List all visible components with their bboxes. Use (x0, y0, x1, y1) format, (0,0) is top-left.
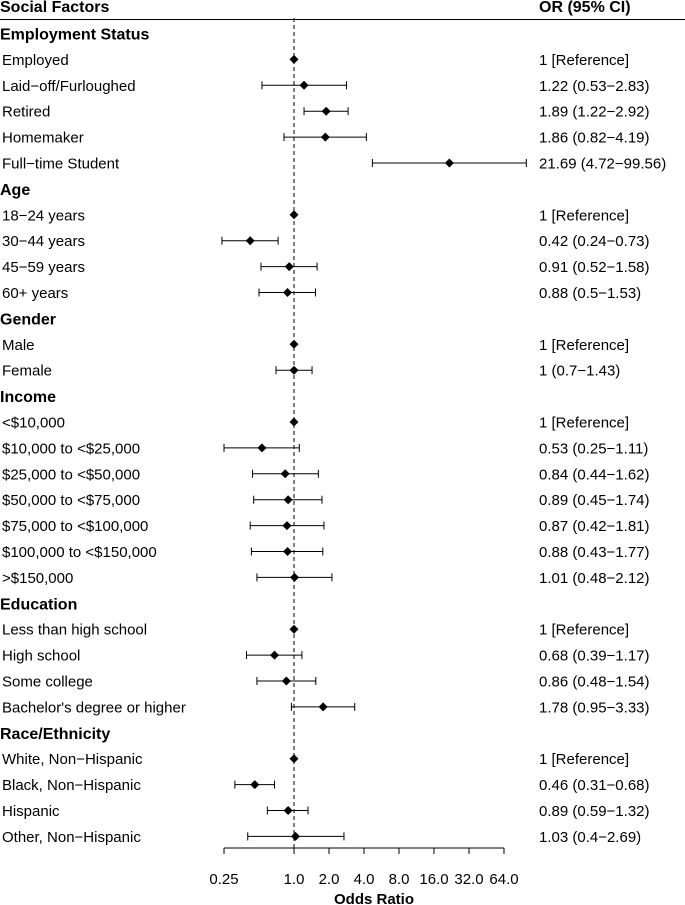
x-tick-label: 8.0 (389, 871, 410, 888)
row-label: 45−59 years (2, 259, 85, 276)
row-label: $75,000 to <$100,000 (2, 518, 148, 535)
point-estimate (282, 521, 292, 531)
point-estimate (299, 80, 309, 90)
or-estimate-text: 1 [Reference] (539, 415, 629, 432)
row-label: $10,000 to <$25,000 (2, 440, 140, 457)
or-estimate-text: 1.22 (0.53−2.83) (539, 78, 650, 95)
or-estimate-text: 0.68 (0.39−1.17) (539, 648, 650, 665)
x-tick-label: 0.25 (209, 871, 238, 888)
row-label: 30−44 years (2, 233, 85, 250)
group-header: Race/Ethnicity (0, 726, 110, 743)
row-label: Black, Non−Hispanic (2, 777, 141, 794)
point-estimate (283, 288, 293, 297)
row-label: Less than high school (2, 622, 147, 639)
point-estimate (320, 132, 330, 142)
or-estimate-text: 1.03 (0.4−2.69) (539, 829, 641, 846)
row-label: Laid−off/Furloughed (2, 78, 136, 95)
x-tick-label: 32.0 (454, 871, 483, 888)
point-estimate (289, 365, 299, 375)
or-estimate-text: 0.88 (0.43−1.77) (539, 544, 650, 561)
or-estimate-text: 1.89 (1.22−2.92) (539, 104, 650, 121)
or-estimate-text: 0.91 (0.52−1.58) (539, 259, 650, 276)
row-label: Other, Non−Hispanic (2, 829, 141, 846)
x-tick-label: 4.0 (354, 871, 375, 888)
point-estimate (289, 417, 299, 427)
row-label: Male (2, 337, 35, 354)
point-estimate (283, 806, 293, 815)
group-header: Gender (0, 311, 56, 328)
group-header: Age (0, 182, 30, 199)
or-estimate-text: 21.69 (4.72−99.56) (539, 156, 666, 173)
row-label: White, Non−Hispanic (2, 751, 143, 768)
group-header: Employment Status (0, 27, 149, 44)
or-column-header: OR (95% CI) (539, 0, 631, 16)
factor-column-header: Social Factors (0, 0, 109, 16)
group-header: Education (0, 596, 77, 613)
point-estimate (284, 262, 294, 272)
row-label: Employed (2, 52, 69, 69)
x-tick-label: 64.0 (489, 871, 518, 888)
point-estimate (289, 210, 299, 220)
or-estimate-text: 0.87 (0.42−1.81) (539, 518, 650, 535)
x-tick-label: 16.0 (419, 871, 448, 888)
row-label: Hispanic (2, 803, 60, 820)
row-label: $100,000 to <$150,000 (2, 544, 157, 561)
point-estimate (283, 547, 293, 556)
row-label: Bachelor's degree or higher (2, 699, 186, 716)
point-estimate (321, 106, 331, 116)
point-estimate (289, 54, 299, 64)
or-estimate-text: 0.88 (0.5−1.53) (539, 285, 641, 302)
or-estimate-text: 0.84 (0.44−1.62) (539, 466, 650, 483)
point-estimate (281, 676, 291, 686)
point-estimate (280, 469, 290, 479)
row-label: Homemaker (2, 130, 84, 147)
or-estimate-text: 0.89 (0.45−1.74) (539, 492, 650, 509)
point-estimate (290, 572, 300, 582)
or-estimate-text: 1.78 (0.95−3.33) (539, 699, 650, 716)
x-tick-label: 1.0 (284, 871, 305, 888)
row-label: 18−24 years (2, 207, 85, 224)
or-estimate-text: 1 [Reference] (539, 751, 629, 768)
point-estimate (270, 650, 280, 660)
x-axis-label: Odds Ratio (334, 891, 414, 905)
or-estimate-text: 1.86 (0.82−4.19) (539, 130, 650, 147)
row-label: $25,000 to <$50,000 (2, 466, 140, 483)
row-label: <$10,000 (2, 415, 65, 432)
point-estimate (289, 624, 299, 634)
or-estimate-text: 1 [Reference] (539, 207, 629, 224)
row-label: Full−time Student (2, 156, 120, 173)
or-estimate-text: 1 [Reference] (539, 622, 629, 639)
x-tick-label: 2.0 (319, 871, 340, 888)
group-header: Income (0, 389, 56, 406)
point-estimate (290, 831, 300, 841)
point-estimate (289, 339, 299, 349)
row-label: 60+ years (2, 285, 68, 302)
row-label: Retired (2, 104, 50, 121)
point-estimate (444, 158, 454, 168)
or-estimate-text: 0.53 (0.25−1.11) (539, 440, 648, 457)
or-estimate-text: 0.42 (0.24−0.73) (539, 233, 650, 250)
row-label: Female (2, 363, 52, 380)
or-estimate-text: 1 [Reference] (539, 52, 629, 69)
point-estimate (250, 780, 260, 790)
row-label: High school (2, 648, 80, 665)
or-estimate-text: 0.46 (0.31−0.68) (539, 777, 650, 794)
row-label: Some college (2, 674, 93, 691)
or-estimate-text: 1 (0.7−1.43) (539, 363, 620, 380)
or-estimate-text: 0.89 (0.59−1.32) (539, 803, 650, 820)
row-label: $50,000 to <$75,000 (2, 492, 140, 509)
or-estimate-text: 1 [Reference] (539, 337, 629, 354)
or-estimate-text: 0.86 (0.48−1.54) (539, 674, 650, 691)
row-label: >$150,000 (2, 570, 73, 587)
point-estimate (318, 702, 328, 712)
point-estimate (289, 754, 299, 764)
or-estimate-text: 1.01 (0.48−2.12) (539, 570, 650, 587)
point-estimate (283, 495, 293, 505)
point-estimate (245, 236, 255, 246)
point-estimate (257, 443, 267, 453)
